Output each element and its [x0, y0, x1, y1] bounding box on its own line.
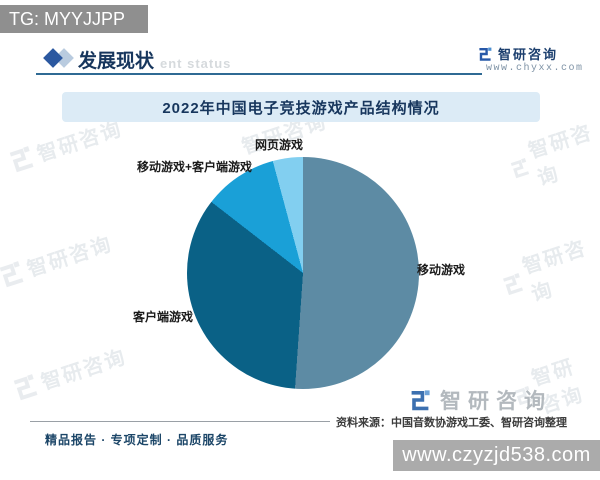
zhiyan-logo-icon	[479, 47, 492, 61]
chart-title-banner: 2022年中国电子竞技游戏产品结构情况	[62, 92, 540, 122]
zhiyan-logo-icon	[13, 373, 38, 400]
zhiyan-watermark: 智研咨询	[501, 115, 600, 199]
zhiyan-watermark: 智研咨询	[8, 340, 129, 404]
brand-name: 智研咨询	[498, 47, 559, 62]
source-text: 资料来源：中国音数协游戏工委、智研咨询整理	[336, 417, 567, 429]
pie-label-web: 网页游戏	[255, 138, 304, 152]
zhiyan-logo-icon	[9, 145, 34, 172]
tg-badge: TG: MYYJJPP	[0, 5, 148, 33]
zhiyan-logo-icon	[510, 158, 530, 179]
pie-label-mobile: 移动游戏	[417, 263, 466, 277]
zhiyan-logo-icon	[411, 390, 430, 411]
zhiyan-logo-icon	[503, 273, 524, 296]
section-title-ghost: ent status	[160, 56, 232, 71]
footer-slogan: 精品报告 · 专项定制 · 品质服务	[45, 433, 229, 447]
tg-badge-text: TG: MYYJJPP	[9, 9, 126, 29]
chart-title: 2022年中国电子竞技游戏产品结构情况	[162, 99, 440, 117]
pie-label-mobile-client: 移动游戏+客户端游戏	[137, 160, 253, 174]
zhiyan-watermark: 智研咨询	[493, 229, 600, 315]
site-watermark-url: www.czyzjd538.com	[402, 444, 591, 466]
zhiyan-watermark-large: 智研咨询	[408, 385, 552, 415]
zhiyan-watermark: 智研咨询	[0, 227, 116, 291]
brand-logo: 智研咨询	[477, 44, 558, 63]
pie-label-client: 客户端游戏	[133, 310, 194, 324]
pie	[187, 157, 419, 389]
site-watermark-box: www.czyzjd538.com	[393, 440, 600, 471]
zhiyan-watermark: 智研咨询	[4, 112, 125, 176]
zhiyan-logo-icon	[514, 385, 533, 406]
zhiyan-watermark: 智研咨询	[505, 344, 600, 426]
header-divider	[36, 73, 482, 75]
source-divider	[30, 421, 330, 422]
section-title: 发展现状	[78, 51, 155, 72]
brand-url: www.chyxx.com	[486, 63, 584, 74]
zhiyan-logo-icon	[0, 260, 24, 287]
